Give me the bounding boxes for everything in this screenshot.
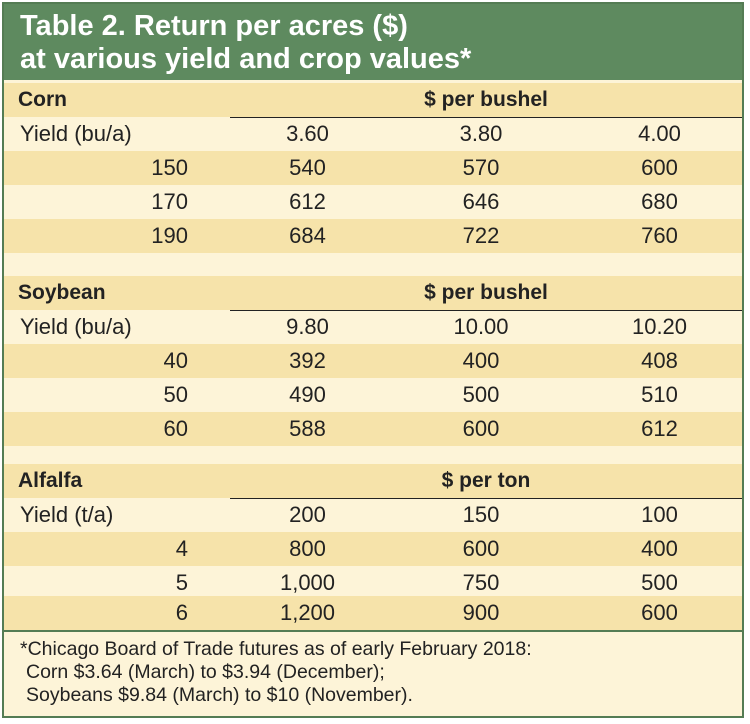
price-unit: $ per bushel — [424, 281, 548, 304]
table-title: Table 2. Return per acres ($) at various… — [4, 4, 742, 80]
corn-header-row: Corn $ per bushel — [4, 83, 742, 117]
value-cell: 400 — [641, 536, 678, 561]
value-cell: 570 — [462, 155, 500, 180]
spacer-row — [4, 253, 742, 276]
alfalfa-price-row: Yield (t/a) 200 150 100 — [4, 498, 742, 532]
divider — [230, 310, 742, 311]
price-cell: 100 — [641, 502, 678, 527]
footnote-line-2: Corn $3.64 (March) to $3.94 (December); — [26, 661, 385, 683]
table-row: 6 1,200 900 600 — [4, 596, 742, 630]
yield-value: 190 — [151, 223, 188, 248]
price-unit: $ per ton — [441, 469, 531, 492]
value-cell: 612 — [641, 416, 678, 441]
title-line-1: Table 2. Return per acres ($) — [20, 10, 408, 42]
price-cell: 150 — [462, 502, 500, 527]
table-row: 5 1,000 750 500 — [4, 566, 742, 600]
title-line-2: at various yield and crop values* — [20, 43, 472, 75]
yield-label: Yield (bu/a) — [20, 314, 132, 339]
divider — [230, 498, 742, 499]
table-row: 190 684 722 760 — [4, 219, 742, 253]
value-cell: 400 — [462, 348, 500, 373]
spacer-row — [4, 446, 742, 464]
price-cell: 4.00 — [638, 121, 681, 146]
value-cell: 760 — [641, 223, 678, 248]
crop-name: Corn — [18, 88, 67, 111]
corn-price-row: Yield (bu/a) 3.60 3.80 4.00 — [4, 117, 742, 151]
value-cell: 600 — [641, 155, 678, 180]
alfalfa-header-row: Alfalfa $ per ton — [4, 464, 742, 498]
price-unit: $ per bushel — [424, 88, 548, 111]
value-cell: 600 — [641, 600, 678, 625]
crop-name: Soybean — [18, 281, 106, 304]
soybean-price-row: Yield (bu/a) 9.80 10.00 10.20 — [4, 310, 742, 344]
value-cell: 600 — [462, 536, 500, 561]
value-cell: 510 — [641, 382, 678, 407]
table-row: 40 392 400 408 — [4, 344, 742, 378]
value-cell: 600 — [462, 416, 500, 441]
value-cell: 500 — [641, 570, 678, 595]
value-cell: 612 — [289, 189, 326, 214]
yield-value: 6 — [175, 600, 188, 625]
price-cell: 200 — [289, 502, 326, 527]
yield-label: Yield (bu/a) — [20, 121, 132, 146]
value-cell: 540 — [289, 155, 326, 180]
value-cell: 588 — [289, 416, 326, 441]
value-cell: 684 — [289, 223, 326, 248]
value-cell: 408 — [641, 348, 678, 373]
footnote: *Chicago Board of Trade futures as of ea… — [4, 630, 742, 716]
yield-value: 60 — [163, 416, 188, 441]
value-cell: 680 — [641, 189, 678, 214]
price-cell: 3.80 — [459, 121, 503, 146]
yield-value: 50 — [163, 382, 188, 407]
price-cell: 10.00 — [453, 314, 509, 339]
yield-value: 170 — [151, 189, 188, 214]
crop-name: Alfalfa — [18, 469, 83, 492]
value-cell: 500 — [462, 382, 500, 407]
table-row: 50 490 500 510 — [4, 378, 742, 412]
footnote-line-3: Soybeans $9.84 (March) to $10 (November)… — [26, 684, 413, 706]
value-cell: 1,200 — [279, 600, 336, 625]
price-cell: 10.20 — [631, 314, 688, 339]
value-cell: 750 — [462, 570, 500, 595]
value-cell: 900 — [462, 600, 500, 625]
yield-value: 5 — [175, 570, 188, 595]
table-row: 150 540 570 600 — [4, 151, 742, 185]
value-cell: 1,000 — [279, 570, 336, 595]
soybean-header-row: Soybean $ per bushel — [4, 276, 742, 310]
footnote-line-1: *Chicago Board of Trade futures as of ea… — [20, 638, 532, 660]
table-row: 4 800 600 400 — [4, 532, 742, 566]
price-cell: 3.60 — [286, 121, 329, 146]
yield-label: Yield (t/a) — [20, 502, 114, 527]
value-cell: 646 — [462, 189, 500, 214]
value-cell: 490 — [289, 382, 326, 407]
yield-value: 4 — [175, 536, 188, 561]
price-cell: 9.80 — [286, 314, 329, 339]
divider — [230, 117, 742, 118]
value-cell: 722 — [462, 223, 500, 248]
table-frame: Table 2. Return per acres ($) at various… — [2, 2, 744, 718]
value-cell: 392 — [289, 348, 326, 373]
yield-value: 150 — [151, 155, 188, 180]
table-row: 60 588 600 612 — [4, 412, 742, 446]
value-cell: 800 — [289, 536, 326, 561]
yield-value: 40 — [163, 348, 188, 373]
table-row: 170 612 646 680 — [4, 185, 742, 219]
